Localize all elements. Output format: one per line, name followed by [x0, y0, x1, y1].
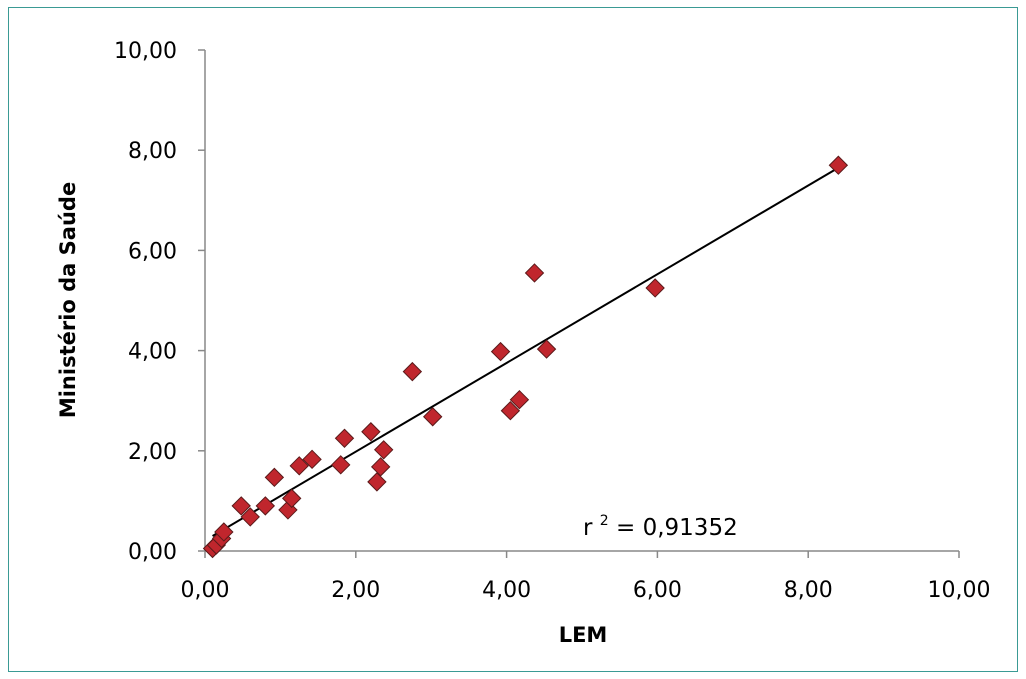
data-point [264, 467, 285, 488]
r-squared-prefix: r [583, 515, 600, 541]
r-squared-value: = 0,91352 [616, 515, 738, 541]
trendline [212, 166, 839, 537]
r-squared-superscript: 2 [600, 513, 609, 529]
data-point [334, 428, 355, 448]
y-tick-label: 0,00 [128, 540, 177, 565]
data-point [373, 440, 394, 460]
r-squared-annotation: r 2 = 0,91352 [583, 505, 738, 541]
data-point [361, 422, 381, 442]
x-axis-title: LEM [559, 623, 608, 647]
y-axis-title: Ministério da Saúde [56, 182, 80, 418]
data-point [536, 339, 557, 359]
data-point [500, 401, 521, 421]
data-point [367, 472, 387, 492]
y-tick-label: 4,00 [128, 340, 177, 365]
y-tick-label: 10,00 [114, 39, 177, 64]
data-point [214, 522, 234, 542]
data-point [423, 407, 443, 427]
data-point [255, 496, 276, 516]
data-point [331, 455, 351, 475]
data-point [370, 457, 391, 477]
x-tick-label: 4,00 [482, 578, 531, 603]
data-point [828, 155, 849, 175]
data-point [645, 278, 665, 298]
data-point [302, 449, 322, 470]
data-point [231, 496, 251, 516]
y-tick-label: 8,00 [128, 139, 177, 164]
data-point [509, 389, 530, 410]
x-tick-label: 10,00 [928, 578, 991, 603]
x-tick-label: 0,00 [181, 578, 230, 603]
data-point [289, 456, 309, 476]
data-point [240, 507, 260, 527]
x-tick-label: 6,00 [633, 578, 682, 603]
data-point [490, 341, 511, 362]
data-point [282, 488, 302, 509]
x-tick-label: 2,00 [331, 578, 380, 603]
y-tick-label: 6,00 [128, 239, 177, 264]
data-point [402, 361, 423, 382]
x-tick-label: 8,00 [784, 578, 833, 603]
y-tick-label: 2,00 [128, 440, 177, 465]
data-point [524, 263, 545, 283]
chart-frame [8, 7, 1018, 672]
